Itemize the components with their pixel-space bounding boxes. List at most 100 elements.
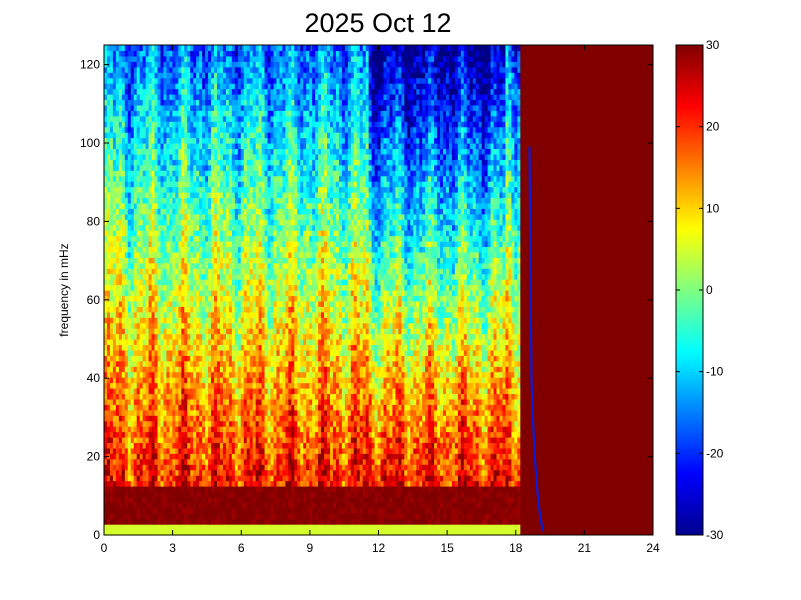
heatmap-cell — [163, 393, 168, 400]
heatmap-cell — [115, 45, 120, 52]
heatmap-cell — [154, 518, 159, 525]
heatmap-cell — [109, 442, 114, 449]
heatmap-cell — [148, 104, 153, 111]
heatmap-cell — [172, 349, 176, 356]
heatmap-cell — [148, 496, 153, 503]
heatmap-cell — [121, 262, 126, 269]
heatmap-cell — [136, 148, 141, 155]
heatmap-cell — [130, 486, 135, 493]
heatmap-cell — [166, 458, 171, 465]
heatmap-cell — [124, 50, 129, 57]
heatmap-cell — [139, 295, 144, 302]
heatmap-cell — [154, 246, 159, 253]
heatmap-cell — [106, 360, 111, 367]
heatmap-cell — [130, 197, 135, 204]
heatmap-cell — [157, 175, 162, 182]
heatmap-cell — [163, 420, 168, 427]
heatmap-cell — [133, 186, 138, 193]
heatmap-cell — [157, 284, 162, 291]
heatmap-cell — [109, 224, 114, 231]
heatmap-cell — [142, 398, 147, 405]
heatmap-cell — [121, 224, 126, 231]
heatmap-cell — [145, 121, 150, 128]
heatmap-cell — [133, 126, 138, 133]
heatmap-cell — [127, 197, 132, 204]
heatmap-cell — [118, 311, 123, 318]
heatmap-cell — [145, 284, 150, 291]
heatmap-cell — [112, 132, 117, 139]
heatmap-cell — [169, 518, 173, 525]
heatmap-cell — [142, 77, 147, 84]
heatmap-cell — [163, 262, 168, 269]
heatmap-cell — [163, 273, 168, 280]
heatmap-cell — [136, 159, 141, 166]
heatmap-cell — [115, 377, 120, 384]
heatmap-cell — [151, 192, 156, 199]
heatmap-cell — [136, 295, 141, 302]
heatmap-cell — [104, 360, 108, 367]
heatmap-cell — [115, 524, 120, 531]
heatmap-cell — [145, 360, 150, 367]
heatmap-cell — [115, 208, 120, 215]
heatmap-cell — [142, 284, 147, 291]
heatmap-cell — [130, 464, 135, 471]
heatmap-cell — [106, 393, 111, 400]
heatmap-cell — [148, 45, 153, 52]
heatmap-cell — [163, 426, 168, 433]
heatmap-cell — [104, 513, 108, 520]
heatmap-cell — [136, 290, 141, 297]
heatmap-cell — [109, 453, 114, 460]
heatmap-cell — [139, 447, 144, 454]
heatmap-cell — [127, 153, 132, 160]
heatmap-cell — [124, 192, 129, 199]
heatmap-cell — [154, 137, 159, 144]
heatmap-cell — [145, 251, 150, 258]
heatmap-cell — [160, 393, 165, 400]
heatmap-cell — [106, 164, 111, 171]
heatmap-cell — [112, 50, 117, 57]
heatmap-cell — [106, 77, 111, 84]
heatmap-cell — [121, 219, 126, 226]
heatmap-cell — [139, 415, 144, 422]
heatmap-cell — [130, 192, 135, 199]
heatmap-cell — [136, 208, 141, 215]
heatmap-cell — [148, 306, 153, 313]
heatmap-cell — [169, 257, 173, 264]
heatmap-cell — [130, 300, 135, 307]
heatmap-cell — [118, 55, 123, 62]
heatmap-cell — [154, 235, 159, 242]
heatmap-cell — [104, 186, 108, 193]
heatmap-cell — [104, 143, 108, 150]
heatmap-cell — [124, 491, 129, 498]
heatmap-cell — [133, 279, 138, 286]
heatmap-cell — [151, 513, 156, 520]
heatmap-cell — [115, 442, 120, 449]
heatmap-cell — [172, 339, 176, 346]
heatmap-cell — [139, 507, 144, 514]
heatmap-cell — [163, 355, 168, 362]
heatmap-cell — [124, 88, 129, 95]
heatmap-cell — [106, 50, 111, 57]
heatmap-cell — [130, 251, 135, 258]
heatmap-cell — [172, 355, 176, 362]
heatmap-cell — [142, 404, 147, 411]
heatmap-cell — [121, 328, 126, 335]
heatmap-cell — [142, 186, 147, 193]
heatmap-cell — [139, 469, 144, 476]
heatmap-cell — [145, 77, 150, 84]
heatmap-cell — [112, 442, 117, 449]
heatmap-cell — [109, 235, 114, 242]
heatmap-cell — [118, 83, 123, 90]
heatmap-cell — [115, 290, 120, 297]
heatmap-cell — [166, 126, 171, 133]
heatmap-cell — [118, 426, 123, 433]
heatmap-cell — [139, 213, 144, 220]
heatmap-cell — [121, 360, 126, 367]
heatmap-cell — [109, 339, 114, 346]
heatmap-cell — [172, 491, 176, 498]
heatmap-cell — [127, 88, 132, 95]
heatmap-cell — [118, 300, 123, 307]
heatmap-cell — [118, 251, 123, 258]
heatmap-cell — [160, 426, 165, 433]
heatmap-cell — [151, 496, 156, 503]
